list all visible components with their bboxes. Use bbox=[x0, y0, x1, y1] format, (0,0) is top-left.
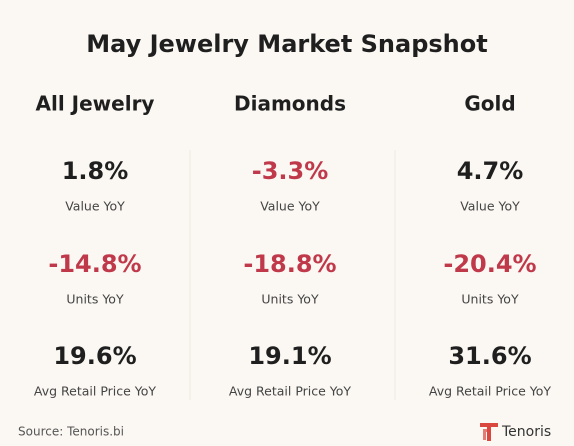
metric-label: Value YoY bbox=[460, 199, 520, 214]
metric-value: -14.8% bbox=[48, 250, 141, 278]
metric-value: 1.8% bbox=[62, 157, 129, 185]
metric-value: 19.1% bbox=[248, 342, 331, 370]
title: May Jewelry Market Snapshot bbox=[86, 30, 487, 58]
metric-label: Units YoY bbox=[261, 292, 319, 307]
metric-value: 4.7% bbox=[457, 157, 524, 185]
column-heading: Diamonds bbox=[234, 92, 346, 116]
metric-value: -18.8% bbox=[243, 250, 336, 278]
metric-value: 19.6% bbox=[53, 342, 136, 370]
metric-value: 31.6% bbox=[448, 342, 531, 370]
brand: Tenoris bbox=[501, 424, 551, 440]
metric-label: Units YoY bbox=[461, 292, 519, 307]
metric-label: Value YoY bbox=[260, 199, 320, 214]
metric-value: -20.4% bbox=[443, 250, 536, 278]
metric-label: Avg Retail Price YoY bbox=[34, 384, 157, 399]
column-heading: Gold bbox=[464, 92, 515, 116]
source: Source: Tenoris.bi bbox=[18, 425, 124, 439]
metric-value: -3.3% bbox=[252, 157, 329, 185]
metric-label: Units YoY bbox=[66, 292, 124, 307]
metric-label: Value YoY bbox=[65, 199, 125, 214]
metric-label: Avg Retail Price YoY bbox=[429, 384, 552, 399]
metric-label: Avg Retail Price YoY bbox=[229, 384, 352, 399]
column-heading: All Jewelry bbox=[36, 92, 155, 116]
brand-logo bbox=[480, 423, 498, 441]
